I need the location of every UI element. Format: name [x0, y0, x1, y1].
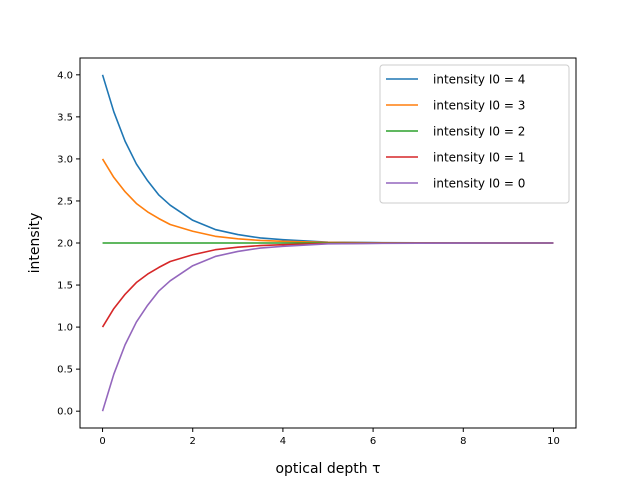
legend-items: intensity I0 = 4 intensity I0 = 3 intensit…	[386, 73, 525, 191]
legend-label: intensity I0 = 3	[433, 99, 525, 113]
y-tick-label: 0.5	[57, 365, 73, 376]
x-tick-label: 6	[370, 436, 376, 447]
legend-label: intensity I0 = 4	[433, 73, 525, 87]
x-tick-label: 8	[460, 436, 466, 447]
x-tick-label: 2	[190, 436, 196, 447]
y-axis-title: intensity	[27, 213, 43, 274]
y-tick-label: 1.5	[57, 281, 73, 292]
y-tick-label: 2.0	[57, 239, 73, 250]
y-tick-label: 3.5	[57, 112, 73, 123]
x-tick-label: 10	[547, 436, 560, 447]
y-tick-label: 2.5	[57, 196, 73, 207]
tick-layer: 0 2 4 6 8 10 0.0 0.5 1.0 1.5 2.0 2.5 3.0 3.5 4.0	[57, 70, 560, 447]
y-tick-label: 4.0	[57, 70, 73, 81]
legend-label: intensity I0 = 0	[433, 177, 525, 191]
x-axis-title: optical depth τ	[275, 461, 380, 477]
series-line-4	[101, 242, 554, 412]
legend-label: intensity I0 = 2	[433, 125, 525, 139]
x-tick-label: 0	[99, 436, 105, 447]
y-tick-label: 3.0	[57, 154, 73, 165]
plot-frame	[79, 57, 577, 429]
legend-frame	[379, 64, 570, 204]
legend-label: intensity I0 = 1	[433, 151, 525, 165]
legend: intensity I0 = 4 intensity I0 = 3 intensit…	[379, 64, 570, 204]
y-tick-label: 0.0	[57, 407, 73, 418]
x-tick-label: 4	[280, 436, 286, 447]
y-tick-label: 1.0	[57, 323, 73, 334]
series-layer	[101, 74, 554, 412]
